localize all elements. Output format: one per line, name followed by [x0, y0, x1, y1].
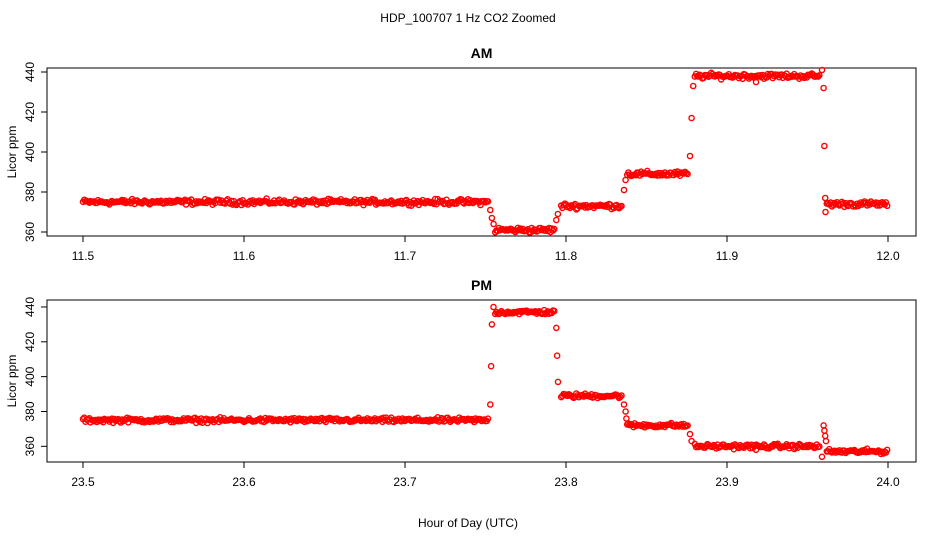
- x-tick-label: 11.6: [233, 249, 256, 263]
- data-point: [484, 198, 492, 205]
- data-point: [820, 422, 827, 429]
- y-tick-label: 400: [23, 142, 37, 162]
- data-point: [821, 432, 829, 440]
- y-axis-label: Licor ppm: [5, 355, 19, 408]
- data-point: [486, 401, 494, 408]
- data-point: [686, 152, 694, 160]
- data-point: [488, 214, 496, 222]
- data-point: [689, 82, 697, 90]
- x-tick-label: 23.8: [554, 475, 578, 489]
- x-tick-label: 23.7: [393, 475, 417, 489]
- panel-title: AM: [471, 45, 493, 61]
- y-tick-label: 420: [23, 331, 37, 351]
- panel-title: PM: [471, 277, 492, 293]
- data-point: [821, 142, 828, 150]
- data-point: [816, 72, 823, 79]
- y-tick-label: 400: [23, 366, 37, 386]
- data-point: [752, 446, 760, 454]
- x-tick-label: 23.5: [71, 475, 95, 489]
- data-point: [480, 197, 488, 205]
- data-point: [617, 203, 624, 211]
- data-point: [551, 225, 558, 233]
- data-point: [821, 194, 829, 202]
- data-point: [684, 422, 691, 429]
- data-point: [688, 114, 695, 122]
- x-tick-label: 23.9: [715, 475, 739, 489]
- x-tick-label: 24.0: [876, 475, 900, 489]
- y-axis-label: Licor ppm: [5, 126, 19, 179]
- data-point: [484, 415, 492, 423]
- data-point: [814, 73, 822, 80]
- data-point: [94, 416, 102, 424]
- data-point: [620, 401, 628, 408]
- data-point: [553, 216, 560, 224]
- plot-frame: [46, 67, 917, 237]
- y-tick-label: 420: [23, 102, 37, 122]
- data-points: [79, 66, 891, 236]
- y-tick-label: 440: [23, 297, 37, 317]
- data-point: [618, 392, 625, 399]
- data-point: [838, 198, 846, 206]
- data-point: [822, 437, 830, 445]
- data-point: [820, 84, 827, 92]
- y-tick-label: 380: [23, 401, 37, 421]
- x-tick-label: 11.7: [394, 249, 417, 263]
- data-point: [617, 393, 624, 401]
- data-points: [79, 303, 891, 461]
- data-point: [821, 427, 828, 434]
- data-point: [816, 443, 823, 450]
- y-tick-label: 380: [23, 182, 37, 202]
- data-point: [228, 197, 235, 205]
- data-point: [622, 408, 629, 415]
- data-point: [883, 202, 891, 210]
- data-point: [263, 195, 270, 202]
- data-point: [490, 220, 497, 228]
- data-point: [822, 208, 829, 216]
- data-point: [200, 199, 207, 206]
- data-point: [553, 352, 561, 360]
- x-tick-label: 11.9: [716, 249, 739, 263]
- data-point: [818, 66, 826, 74]
- data-point: [623, 415, 630, 422]
- data-point: [567, 202, 575, 209]
- chart-main-title: HDP_100707 1 Hz CO2 Zoomed: [380, 11, 555, 25]
- x-tick-label: 11.8: [555, 249, 578, 263]
- x-tick-label: 23.6: [232, 475, 256, 489]
- data-point: [622, 176, 629, 184]
- data-point: [490, 303, 497, 311]
- data-point: [882, 199, 890, 206]
- data-point: [688, 437, 695, 445]
- data-point: [883, 446, 891, 454]
- y-tick-label: 440: [23, 62, 37, 82]
- data-point: [488, 321, 496, 328]
- data-point: [554, 210, 562, 218]
- data-point: [618, 202, 625, 210]
- data-point: [551, 307, 558, 315]
- data-point: [553, 324, 560, 332]
- data-point: [651, 423, 659, 431]
- panel-pm: PM Licor ppm 23.5 23.6 23.7 23.8 23.9 24.0 360 38…: [5, 277, 917, 489]
- x-axis-label: Hour of Day (UTC): [418, 516, 518, 530]
- data-point: [684, 170, 691, 178]
- data-point: [487, 362, 495, 370]
- data-point: [549, 227, 557, 234]
- y-tick-label: 360: [23, 222, 37, 242]
- data-point: [752, 78, 760, 86]
- plot-frame: [46, 299, 917, 463]
- x-tick-label: 11.5: [72, 249, 95, 263]
- data-point: [818, 453, 826, 461]
- panel-am: AM Licor ppm 11.5 11.6 11.7 11.8 11.9 12.0 360 38…: [5, 45, 917, 263]
- data-point: [443, 196, 450, 204]
- data-point: [554, 378, 562, 386]
- x-tick-label: 12.0: [876, 249, 900, 263]
- data-point: [486, 206, 494, 214]
- data-point: [686, 430, 694, 438]
- data-point: [620, 186, 628, 194]
- y-tick-label: 360: [23, 436, 37, 456]
